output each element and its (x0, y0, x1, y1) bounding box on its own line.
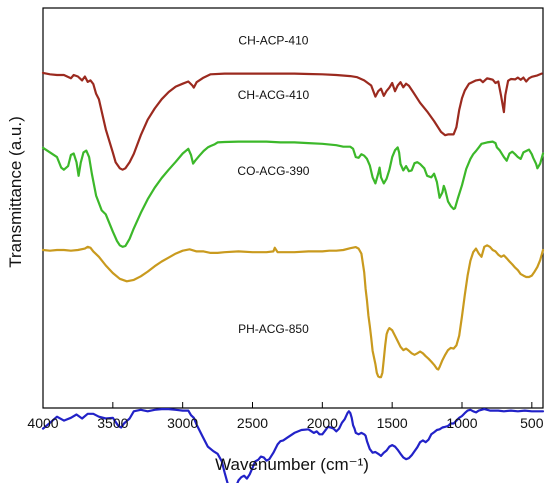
series-layer (41, 71, 545, 483)
series-line-co-acg-390 (41, 244, 545, 379)
x-tick-label: 1500 (377, 415, 408, 431)
plot-frame (42, 7, 544, 409)
series-line-ch-acg-410 (41, 140, 545, 248)
x-axis: 4000 3500 3000 2500 2000 1500 1000 500 (27, 402, 544, 431)
x-tick-label: 3000 (167, 415, 198, 431)
x-tick-label: 3500 (97, 415, 128, 431)
series-label: CH-ACP-410 (238, 33, 308, 47)
series-label: CO-ACG-390 (237, 164, 309, 178)
series-labels: CH-ACP-410 CH-ACG-410 CO-ACG-390 PH-ACG-850 (237, 33, 309, 335)
x-tick-label: 2500 (237, 415, 268, 431)
x-axis-label: Wavenumber (cm⁻¹) (215, 455, 369, 474)
series-line-ch-acp-410 (41, 71, 543, 171)
x-tick-label: 1000 (446, 415, 477, 431)
series-label: CH-ACG-410 (238, 88, 310, 102)
series-label: PH-ACG-850 (238, 322, 309, 336)
series-line-ph-acg-850 (41, 408, 545, 483)
y-axis-label: Transmittance (a.u.) (6, 116, 25, 267)
x-tick-label: 2000 (307, 415, 338, 431)
x-tick-label: 4000 (27, 415, 58, 431)
x-tick-label: 500 (520, 415, 544, 431)
